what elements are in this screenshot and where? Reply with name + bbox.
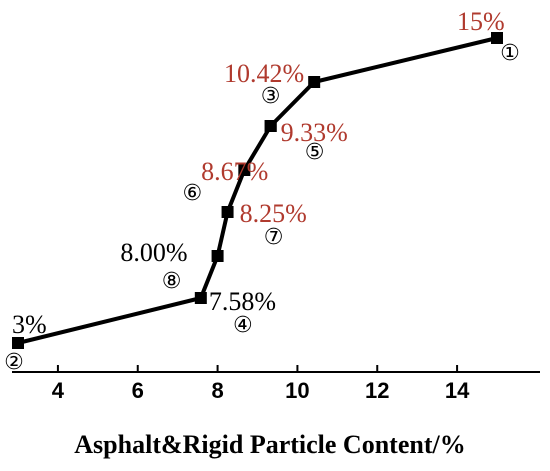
data-label: 8.25% (240, 199, 307, 228)
circled-number-label: ⑦ (264, 225, 284, 250)
x-tick-label: 12 (365, 378, 389, 403)
data-label: 7.58% (209, 287, 276, 316)
data-point-marker (12, 337, 24, 349)
series-line (17, 36, 498, 345)
data-label: 15% (457, 7, 505, 36)
circled-number-label: ⑤ (305, 140, 325, 165)
circled-number-label: ① (500, 41, 520, 66)
series-line-group (12, 32, 503, 349)
data-point-marker (211, 250, 224, 262)
circled-number-label: ⑥ (182, 181, 202, 206)
circled-number-label: ② (4, 350, 24, 375)
data-label: 3% (12, 310, 47, 339)
data-point-marker (491, 32, 503, 44)
x-tick-label: 4 (52, 378, 65, 403)
data-label: 8.00% (120, 238, 187, 267)
data-point-marker (238, 164, 251, 176)
data-label: 10.42% (224, 59, 304, 88)
x-tick-label: 6 (132, 378, 144, 403)
x-axis-title: Asphalt&Rigid Particle Content/% (74, 430, 465, 459)
data-point-marker (264, 120, 277, 132)
circled-number-label: ⑧ (162, 269, 182, 294)
x-tick-label: 8 (211, 378, 223, 403)
data-label-group: 3% ② 7.58%④ 8.00%⑧ 8.25%⑦ 8.67%⑥ 9.33%⑤ ③10.42%… (4, 7, 520, 375)
circled-number-label: ③ (261, 84, 281, 109)
data-label: 9.33% (281, 118, 348, 147)
x-tick-label: 10 (285, 378, 309, 403)
data-label: 8.67% (201, 157, 268, 186)
x-tick-label: 14 (445, 378, 470, 403)
circled-number-label: ④ (233, 313, 253, 338)
data-point-marker (308, 76, 321, 88)
x-axis: 4 6 8 10 12 14 (12, 365, 540, 403)
data-point-marker (194, 292, 207, 304)
data-point-marker (221, 206, 234, 218)
